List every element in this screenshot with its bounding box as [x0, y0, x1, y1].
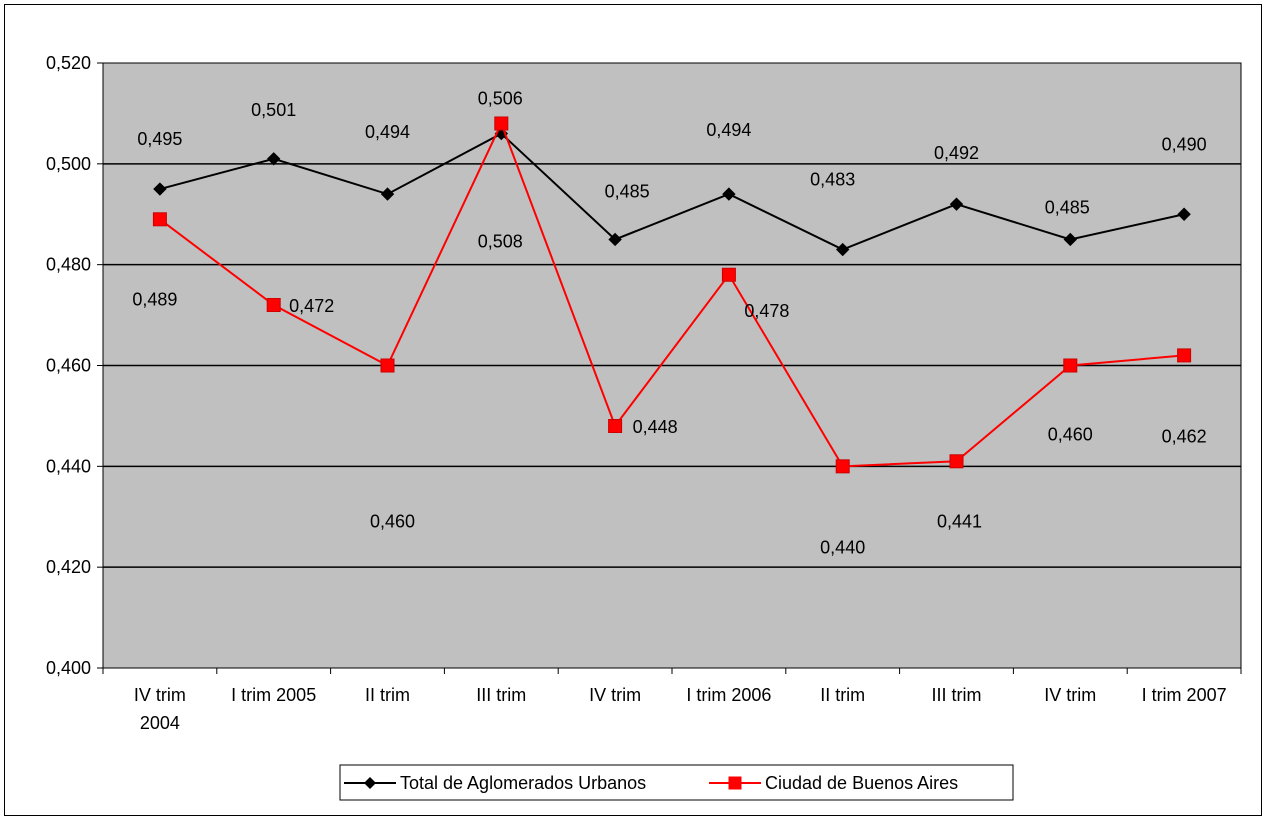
data-point-series-1	[1177, 207, 1191, 221]
data-point-series-2	[949, 454, 964, 469]
data-point-series-2	[1177, 348, 1192, 363]
data-point-series-2	[494, 116, 509, 131]
data-point-series-2	[152, 212, 167, 227]
legend-marker-1	[364, 777, 376, 789]
x-tick-label: III trim	[476, 685, 526, 705]
data-label-series-1: 0,495	[137, 129, 182, 149]
series-line-1	[159, 132, 1185, 251]
data-point-series-1	[949, 197, 964, 211]
data-point-series-1	[266, 152, 281, 166]
y-tick-label: 0,480	[46, 255, 91, 275]
data-label-series-2: 0,508	[478, 232, 523, 252]
data-label-series-2: 0,462	[1162, 426, 1207, 446]
data-label-series-1: 0,506	[478, 89, 523, 109]
data-label-series-1: 0,485	[1045, 197, 1090, 217]
legend-label-2: Ciudad de Buenos Aires	[765, 773, 958, 793]
data-point-series-2	[380, 358, 395, 373]
legend-marker-2	[728, 776, 742, 790]
data-point-series-2	[721, 267, 736, 282]
data-point-series-1	[380, 187, 395, 201]
data-label-series-2: 0,441	[937, 511, 982, 531]
data-label-series-1: 0,492	[934, 143, 979, 163]
data-label-series-1: 0,483	[810, 170, 855, 190]
x-tick-label: IV trim 2004	[134, 685, 186, 733]
data-point-series-1	[608, 232, 622, 247]
data-label-series-2: 0,472	[289, 296, 334, 316]
data-point-series-2	[608, 419, 623, 433]
x-tick-label: I trim 2007	[1142, 685, 1227, 705]
x-tick-label: III trim	[932, 685, 982, 705]
data-label-series-1: 0,501	[251, 100, 296, 120]
x-tick-label: I trim 2006	[686, 685, 771, 705]
data-label-series-2: 0,460	[370, 512, 415, 532]
legend-label-1: Total de Aglomerados Urbanos	[400, 773, 646, 793]
data-label-series-1: 0,494	[706, 120, 751, 140]
series-line-2	[159, 120, 1185, 468]
data-label-series-1: 0,494	[365, 122, 410, 142]
data-point-series-2	[835, 459, 850, 474]
y-tick-label: 0,420	[46, 557, 91, 577]
data-point-series-1	[722, 187, 736, 201]
x-tick-label: IV trim	[589, 685, 641, 705]
y-tick-label: 0,520	[46, 53, 91, 73]
data-point-series-1	[835, 242, 850, 257]
y-tick-label: 0,440	[46, 456, 91, 476]
y-tick-label: 0,400	[46, 658, 91, 678]
x-tick-label: I trim 2005	[231, 685, 316, 705]
y-tick-label: 0,500	[46, 154, 91, 174]
data-label-series-1: 0,485	[605, 181, 650, 201]
legend	[339, 764, 1014, 801]
data-label-series-2: 0,448	[633, 417, 678, 437]
data-point-series-1	[153, 182, 167, 196]
data-point-series-2	[1063, 358, 1078, 373]
data-point-series-1	[1063, 232, 1078, 247]
x-tick-label: II trim	[365, 685, 410, 705]
data-label-series-2: 0,478	[744, 301, 789, 321]
data-label-series-2: 0,440	[820, 537, 865, 557]
x-tick-label: II trim	[820, 685, 865, 705]
data-label-series-1: 0,490	[1162, 134, 1207, 154]
data-label-series-2: 0,489	[132, 289, 177, 309]
data-label-series-2: 0,460	[1048, 425, 1093, 445]
y-tick-label: 0,460	[46, 356, 91, 376]
data-point-series-2	[266, 298, 281, 312]
x-tick-label: IV trim	[1044, 685, 1096, 705]
